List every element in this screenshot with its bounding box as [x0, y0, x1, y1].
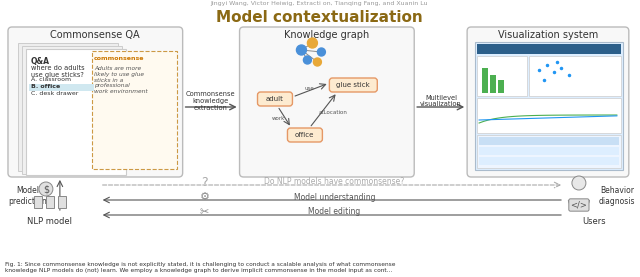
- FancyBboxPatch shape: [475, 42, 623, 170]
- Text: A. classroom: A. classroom: [31, 77, 71, 82]
- Text: Users: Users: [582, 217, 605, 227]
- FancyBboxPatch shape: [498, 80, 504, 93]
- Bar: [34, 196, 42, 208]
- FancyBboxPatch shape: [477, 44, 621, 54]
- FancyBboxPatch shape: [8, 27, 182, 177]
- Text: Do NLP models have commonsense?: Do NLP models have commonsense?: [264, 178, 404, 186]
- FancyBboxPatch shape: [477, 135, 621, 168]
- Circle shape: [296, 45, 307, 55]
- FancyBboxPatch shape: [479, 147, 619, 155]
- Text: work: work: [272, 116, 285, 120]
- Text: Adults are more
likely to use glue
sticks in a
professional
work environment: Adults are more likely to use glue stick…: [94, 66, 147, 94]
- Text: ✂: ✂: [200, 207, 209, 217]
- FancyBboxPatch shape: [477, 56, 527, 96]
- Text: Jingyi Wang, Victor Heiwig, Extracti on, Tianqing Fang, and Xuanin Lu: Jingyi Wang, Victor Heiwig, Extracti on,…: [211, 1, 428, 6]
- Text: C. desk drawer: C. desk drawer: [31, 91, 78, 96]
- FancyBboxPatch shape: [482, 68, 488, 93]
- Text: Model contextualization: Model contextualization: [216, 11, 423, 25]
- Circle shape: [572, 176, 586, 190]
- Text: B. office: B. office: [31, 84, 60, 89]
- Text: ⚙: ⚙: [200, 192, 210, 202]
- FancyBboxPatch shape: [330, 78, 378, 92]
- FancyBboxPatch shape: [257, 92, 292, 106]
- Text: where do adults
use glue sticks?: where do adults use glue sticks?: [31, 65, 84, 78]
- Text: Behavior
diagnosis: Behavior diagnosis: [598, 186, 635, 206]
- Text: office: office: [295, 132, 314, 138]
- FancyBboxPatch shape: [479, 137, 619, 145]
- Text: adult: adult: [266, 96, 284, 102]
- FancyBboxPatch shape: [477, 98, 621, 133]
- FancyBboxPatch shape: [490, 75, 496, 93]
- Circle shape: [39, 182, 53, 196]
- Circle shape: [307, 38, 317, 48]
- Text: commonsense: commonsense: [94, 56, 145, 61]
- Text: ?: ?: [202, 176, 208, 189]
- FancyBboxPatch shape: [26, 49, 126, 175]
- Text: Knowledge graph: Knowledge graph: [284, 30, 369, 40]
- FancyBboxPatch shape: [479, 157, 619, 165]
- Text: $: $: [43, 184, 49, 194]
- Text: Model understanding: Model understanding: [294, 193, 375, 201]
- Text: atLocation: atLocation: [319, 109, 348, 114]
- FancyBboxPatch shape: [18, 43, 118, 171]
- FancyBboxPatch shape: [29, 84, 94, 91]
- Circle shape: [314, 58, 321, 66]
- Text: Fig. 1: Since commonsense knowledge is not explicitly stated, it is challenging : Fig. 1: Since commonsense knowledge is n…: [5, 262, 396, 273]
- FancyBboxPatch shape: [92, 51, 177, 169]
- FancyBboxPatch shape: [239, 27, 414, 177]
- FancyBboxPatch shape: [287, 128, 323, 142]
- Text: Q&A: Q&A: [31, 57, 50, 66]
- Text: Model
prediction: Model prediction: [8, 186, 47, 206]
- Text: </>: </>: [570, 201, 588, 209]
- Text: NLP model: NLP model: [28, 217, 72, 227]
- Text: Model editing: Model editing: [308, 207, 360, 217]
- Text: glue stick: glue stick: [337, 82, 370, 88]
- Text: Commonsense QA: Commonsense QA: [50, 30, 140, 40]
- FancyBboxPatch shape: [529, 56, 621, 96]
- Text: Commonsense
knowledge
extraction: Commonsense knowledge extraction: [186, 91, 236, 111]
- Text: Multilevel
visualization: Multilevel visualization: [420, 94, 462, 107]
- Circle shape: [317, 48, 325, 56]
- Bar: [46, 196, 54, 208]
- FancyBboxPatch shape: [467, 27, 629, 177]
- Text: Visualization system: Visualization system: [498, 30, 598, 40]
- Text: use: use: [305, 86, 314, 91]
- Circle shape: [303, 56, 312, 64]
- FancyBboxPatch shape: [22, 46, 122, 174]
- Bar: [58, 196, 66, 208]
